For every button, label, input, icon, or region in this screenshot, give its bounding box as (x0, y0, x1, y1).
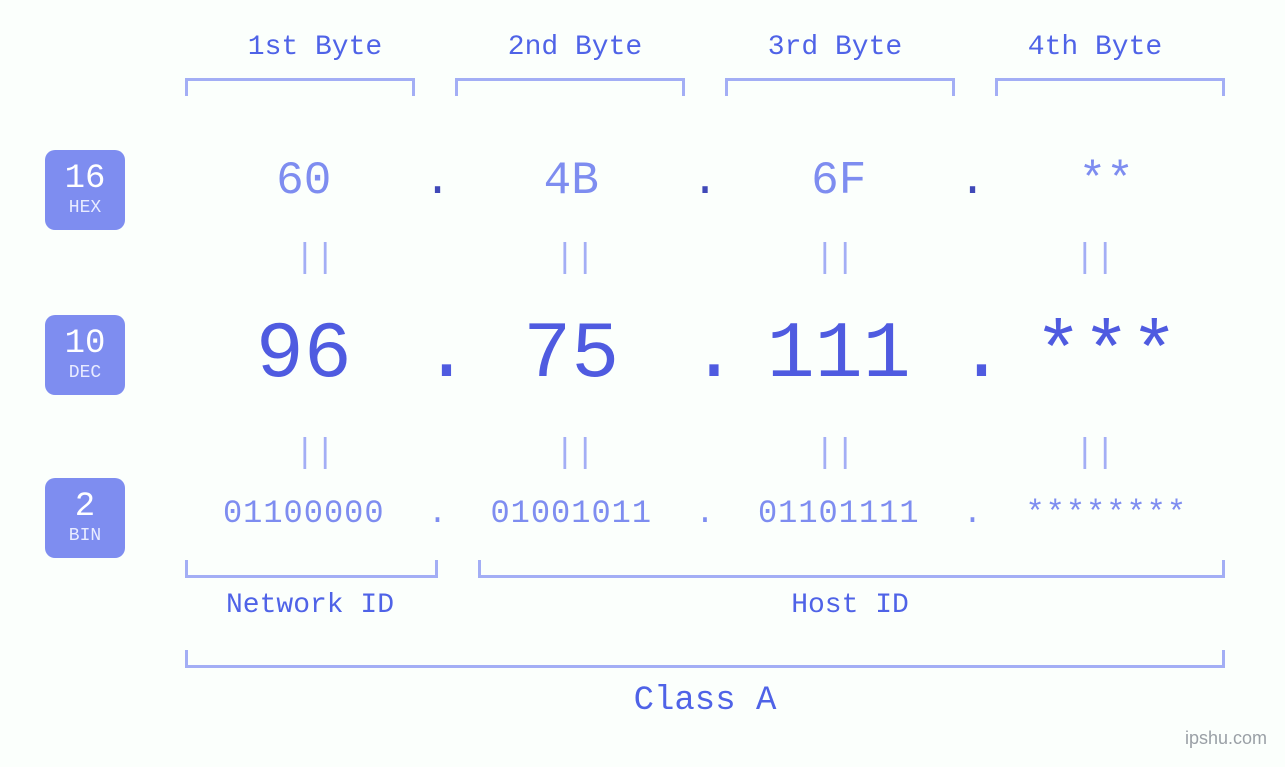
byte-header-row: 1st Byte 2nd Byte 3rd Byte 4th Byte (185, 32, 1225, 63)
equals-symbol: || (185, 240, 445, 278)
dot-separator: . (423, 310, 453, 401)
dot-separator: . (958, 310, 988, 401)
bin-badge: 2 BIN (45, 478, 125, 558)
id-bracket-row (185, 560, 1225, 578)
bin-badge-number: 2 (75, 489, 95, 526)
dot-separator: . (423, 155, 453, 207)
byte-header-2: 2nd Byte (445, 32, 705, 63)
byte-header-3: 3rd Byte (705, 32, 965, 63)
bin-byte-2: 01001011 (453, 495, 691, 532)
bin-badge-label: BIN (69, 527, 101, 547)
watermark: ipshu.com (1185, 728, 1267, 749)
dec-byte-2: 75 (453, 310, 691, 401)
dec-badge-label: DEC (69, 364, 101, 384)
dec-row: 96 . 75 . 111 . *** (185, 310, 1225, 401)
top-bracket-4 (995, 78, 1225, 96)
equals-row-2: || || || || (185, 435, 1225, 473)
dec-badge-number: 10 (65, 326, 106, 363)
bin-byte-3: 01101111 (720, 495, 958, 532)
hex-byte-3: 6F (720, 155, 958, 207)
dec-badge: 10 DEC (45, 315, 125, 395)
dot-separator: . (690, 155, 720, 207)
hex-byte-4: ** (988, 155, 1226, 207)
hex-row: 60 . 4B . 6F . ** (185, 155, 1225, 207)
bin-byte-1: 01100000 (185, 495, 423, 532)
byte-header-1: 1st Byte (185, 32, 445, 63)
dot-separator: . (690, 495, 720, 532)
host-id-label: Host ID (475, 590, 1225, 621)
network-id-label: Network ID (185, 590, 435, 621)
hex-badge-number: 16 (65, 161, 106, 198)
bin-row: 01100000 . 01001011 . 01101111 . *******… (185, 495, 1225, 532)
id-label-row: Network ID Host ID (185, 590, 1225, 621)
network-id-bracket (185, 560, 438, 578)
hex-badge-label: HEX (69, 199, 101, 219)
dot-separator: . (958, 495, 988, 532)
top-bracket-2 (455, 78, 685, 96)
hex-byte-2: 4B (453, 155, 691, 207)
class-bracket (185, 650, 1225, 668)
bin-byte-4: ******** (988, 495, 1226, 532)
equals-symbol: || (965, 435, 1225, 473)
top-bracket-1 (185, 78, 415, 96)
equals-symbol: || (705, 435, 965, 473)
equals-symbol: || (445, 240, 705, 278)
dot-separator: . (690, 310, 720, 401)
dot-separator: . (423, 495, 453, 532)
top-bracket-row (185, 78, 1225, 96)
dot-separator: . (958, 155, 988, 207)
class-label: Class A (185, 682, 1225, 720)
dec-byte-1: 96 (185, 310, 423, 401)
equals-symbol: || (445, 435, 705, 473)
equals-row-1: || || || || (185, 240, 1225, 278)
dec-byte-4: *** (988, 310, 1226, 401)
equals-symbol: || (185, 435, 445, 473)
byte-header-4: 4th Byte (965, 32, 1225, 63)
hex-badge: 16 HEX (45, 150, 125, 230)
top-bracket-3 (725, 78, 955, 96)
hex-byte-1: 60 (185, 155, 423, 207)
equals-symbol: || (705, 240, 965, 278)
host-id-bracket (478, 560, 1225, 578)
equals-symbol: || (965, 240, 1225, 278)
dec-byte-3: 111 (720, 310, 958, 401)
